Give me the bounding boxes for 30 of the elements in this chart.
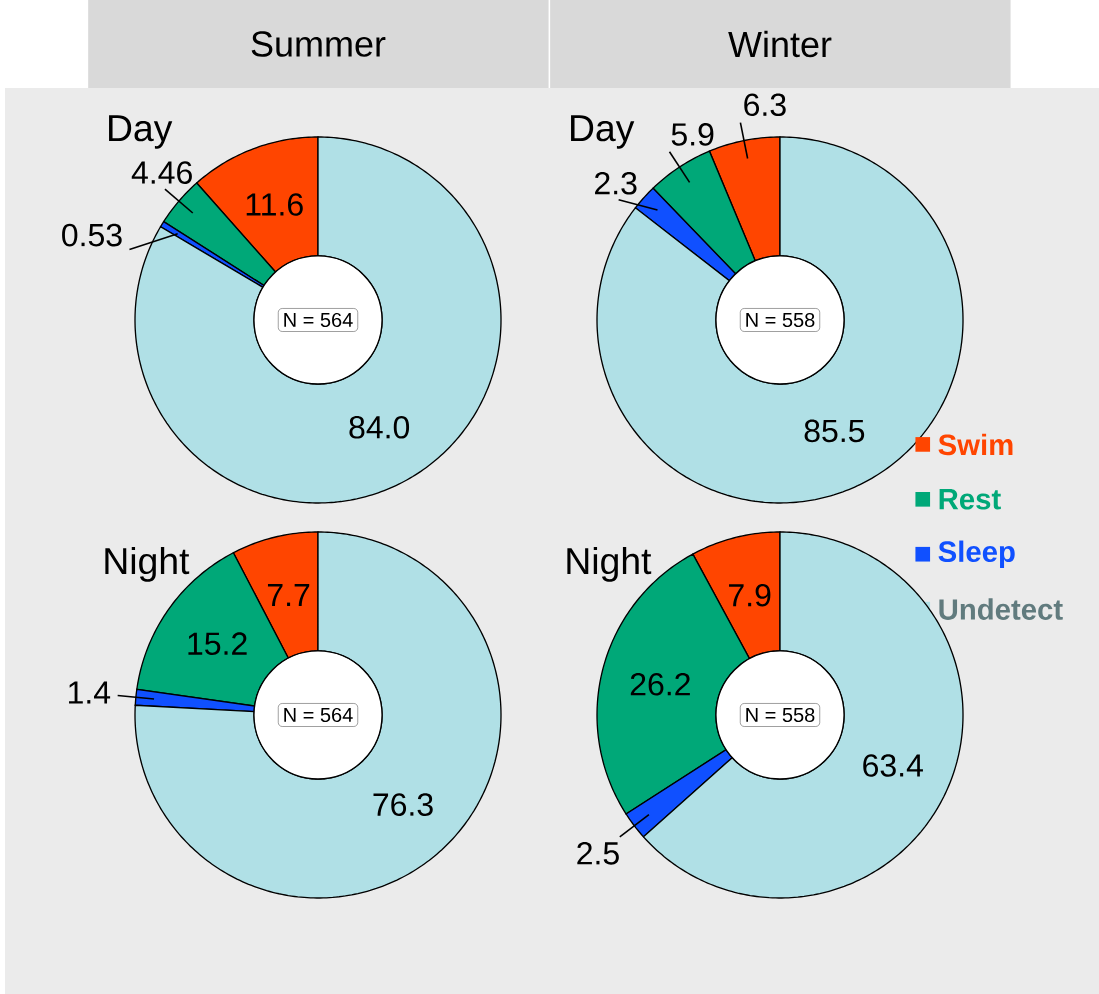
data-label: 0.53 — [62, 223, 122, 247]
data-label: 6.3 — [744, 93, 786, 117]
data-label: 5.9 — [671, 123, 714, 146]
data-label: 2.5 — [577, 842, 619, 865]
data-label: 63.4 — [863, 754, 923, 777]
chart-title: Night — [567, 546, 652, 582]
text: N = 558 — [746, 312, 815, 328]
data-label: 15.2 — [188, 632, 247, 656]
data-label: 26.2 — [630, 672, 690, 696]
chart-subtitle: Day — [109, 115, 173, 149]
legend-label: Sleep — [938, 540, 1015, 568]
text: Day — [571, 115, 635, 149]
text: N = 564 — [284, 312, 353, 328]
text: N = 564 — [284, 707, 353, 723]
data-label: 1.4 — [69, 681, 111, 704]
text: N = 558 — [746, 707, 815, 723]
data-label: 7.9 — [729, 583, 771, 607]
chart-title: Summer — [251, 31, 386, 57]
data-label: 2.3 — [595, 171, 637, 195]
data-label: 11.6 — [246, 193, 303, 216]
chart-title: Night — [105, 546, 190, 582]
data-label: 76.3 — [373, 793, 433, 816]
legend-label: Undetect — [939, 598, 1063, 620]
chart-title: Winter — [728, 30, 832, 58]
data-label: 85.5 — [804, 419, 865, 443]
legend-label: Rest — [939, 489, 1001, 510]
data-label: 7.7 — [267, 584, 310, 607]
data-label: 84.0 — [349, 415, 410, 439]
legend-label: Swim — [938, 433, 1013, 456]
data-label: 4.46 — [131, 161, 192, 184]
